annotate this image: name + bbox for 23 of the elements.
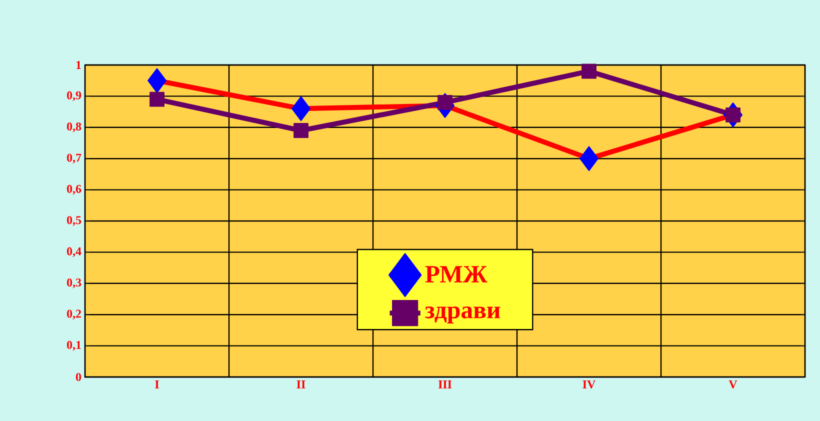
- y-tick-label: 0,5: [66, 216, 82, 226]
- y-tick-label: 1: [76, 61, 81, 69]
- y-tick-label: 0,4: [66, 247, 82, 258]
- x-tick-label: II: [296, 380, 306, 388]
- y-tick-label: 0,2: [66, 310, 81, 320]
- legend-label: здрави: [425, 306, 500, 324]
- x-tick-label: IV: [582, 380, 596, 389]
- y-tick-label: 0,6: [66, 184, 82, 195]
- x-tick-label: V: [728, 380, 738, 389]
- y-tick-label: 0,1: [66, 340, 81, 351]
- y-tick-label: 0: [76, 372, 82, 382]
- x-tick-label: I: [155, 380, 159, 388]
- legend-label: РМЖ: [425, 266, 488, 282]
- y-tick-label: 0,3: [66, 278, 82, 288]
- point: [294, 123, 308, 138]
- y-tick-label: 0,7: [66, 154, 82, 164]
- point: [726, 107, 740, 122]
- point: [438, 94, 452, 110]
- point: [582, 64, 596, 79]
- y-tick-label: 0,9: [66, 91, 82, 102]
- y-tick-label: 0,8: [66, 122, 82, 132]
- point: [150, 92, 164, 107]
- x-tick-label: III: [438, 380, 452, 388]
